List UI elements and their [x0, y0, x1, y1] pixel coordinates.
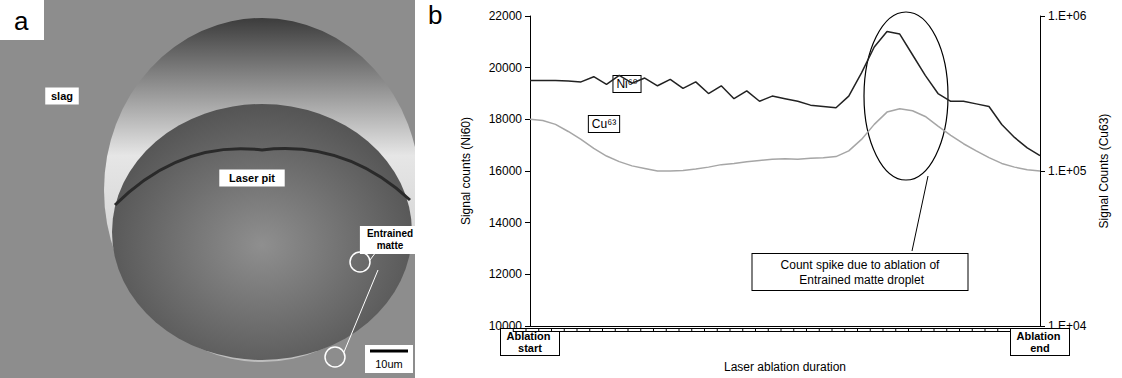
svg-text:12000: 12000 [489, 267, 523, 281]
svg-text:matte: matte [377, 240, 404, 251]
svg-text:a: a [14, 6, 29, 36]
svg-text:Ni⁶⁰: Ni⁶⁰ [616, 77, 637, 91]
svg-text:Laser pit: Laser pit [229, 172, 275, 184]
svg-text:18000: 18000 [489, 112, 523, 126]
svg-text:Ablation: Ablation [1016, 330, 1063, 342]
svg-text:Signal counts (Ni60): Signal counts (Ni60) [459, 117, 473, 225]
svg-text:slag: slag [51, 90, 73, 102]
svg-text:Signal Counts (Cu63): Signal Counts (Cu63) [1097, 114, 1111, 229]
svg-text:Ablation: Ablation [506, 330, 554, 343]
svg-text:Laser ablation duration: Laser ablation duration [724, 360, 846, 374]
svg-text:b: b [428, 0, 442, 30]
svg-text:1.E+05: 1.E+05 [1048, 164, 1087, 178]
svg-text:20000: 20000 [489, 61, 523, 75]
svg-text:end: end [1030, 342, 1050, 354]
svg-text:Count spike due to ablation of: Count spike due to ablation of [781, 258, 940, 272]
svg-text:22000: 22000 [489, 9, 523, 23]
svg-text:Cu⁶³: Cu⁶³ [592, 117, 616, 131]
svg-text:1.E+06: 1.E+06 [1048, 9, 1087, 23]
svg-text:10000: 10000 [488, 319, 522, 334]
svg-text:10um: 10um [375, 358, 403, 370]
svg-text:14000: 14000 [489, 216, 523, 230]
svg-text:Entrained matte droplet: Entrained matte droplet [796, 273, 925, 287]
svg-text:1.E+04: 1.E+04 [1048, 319, 1087, 334]
svg-text:start: start [518, 342, 542, 354]
svg-text:Entrained: Entrained [367, 228, 413, 239]
svg-text:16000: 16000 [489, 164, 523, 178]
